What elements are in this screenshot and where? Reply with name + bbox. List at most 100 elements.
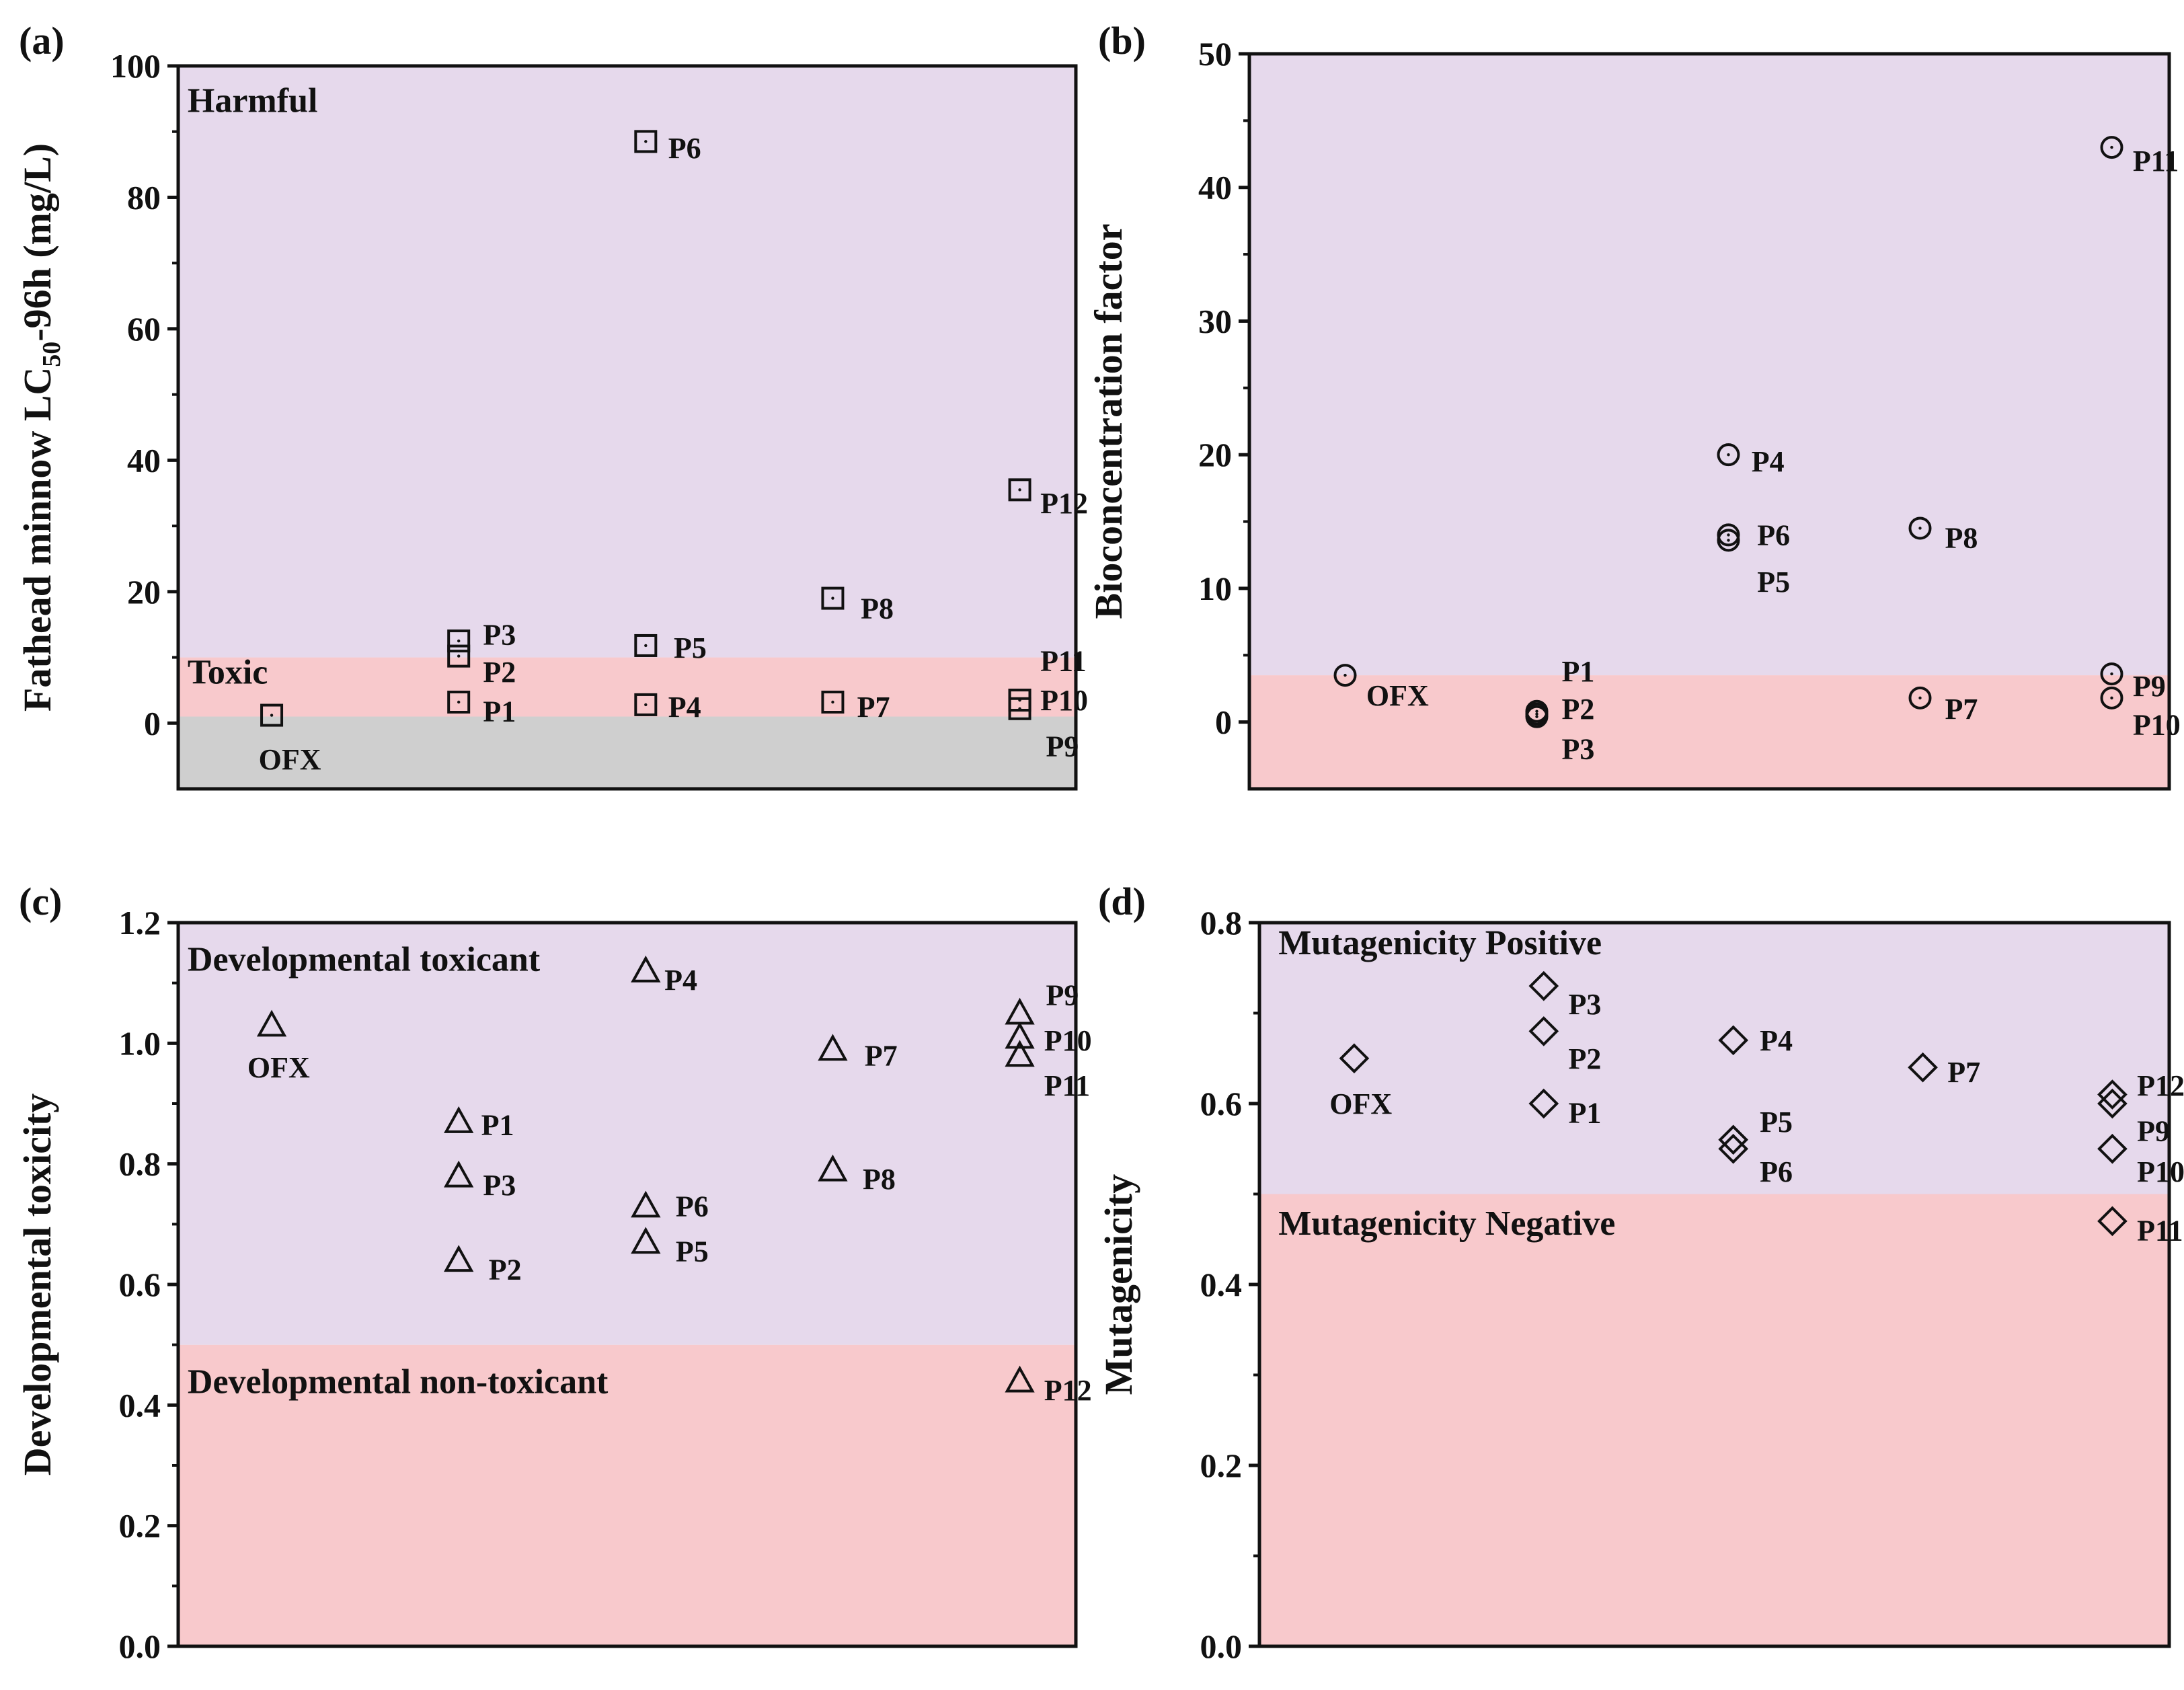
marker-center-p5	[644, 644, 648, 648]
y-axis-title: Bioconcentration factor	[1087, 224, 1130, 619]
marker-center-ofx	[270, 714, 274, 717]
point-label-p1: P1	[483, 695, 516, 728]
marker-center-p3	[1535, 715, 1538, 718]
point-label-p3: P3	[1562, 732, 1595, 765]
y-tick-label: 1.2	[119, 904, 161, 942]
region-label: Mutagenicity Positive	[1278, 924, 1602, 962]
point-label-p2: P2	[483, 656, 516, 689]
point-label-p12: P12	[2137, 1069, 2184, 1102]
marker-p1	[444, 1106, 474, 1133]
point-label-p5: P5	[1760, 1106, 1793, 1139]
point-label-p12: P12	[1040, 487, 1088, 520]
marker-p6	[631, 1190, 661, 1218]
point-label-p9: P9	[1046, 979, 1079, 1012]
marker-center-p6	[1727, 533, 1730, 537]
point-label-p1: P1	[481, 1108, 514, 1141]
y-tick-label: 40	[1198, 169, 1232, 206]
marker-p4	[634, 693, 658, 716]
point-label-p3: P3	[483, 1169, 516, 1202]
point-label-p4: P4	[1760, 1024, 1793, 1057]
point-label-p5: P5	[676, 1235, 709, 1268]
marker-p5	[1718, 1124, 1749, 1155]
marker-p4	[631, 955, 661, 983]
marker-center-p9	[2110, 672, 2113, 676]
point-label-p2: P2	[489, 1254, 522, 1286]
marker-center-p12	[1018, 488, 1021, 492]
point-label-p4: P4	[664, 964, 697, 997]
marker-ofx	[1339, 1043, 1370, 1074]
panel-b: 0 10 20 30 40 50 Bioconcentration factor (b) OFX…	[1087, 19, 2181, 791]
point-label-p5: P5	[674, 631, 707, 664]
marker-p7	[1908, 1052, 1938, 1083]
marker-p2	[444, 1245, 474, 1272]
y-tick-label: 0.2	[119, 1507, 161, 1545]
marker-p12	[1005, 1365, 1035, 1393]
point-label-p1: P1	[1568, 1096, 1601, 1129]
marker-p3	[1525, 705, 1549, 728]
marker-ofx	[1333, 664, 1357, 687]
y-tick-label: 0.6	[1200, 1085, 1243, 1122]
point-label-p12: P12	[1044, 1374, 1092, 1407]
marker-p11	[1005, 1040, 1035, 1067]
point-label-p7: P7	[857, 691, 890, 724]
y-tick-label: 20	[127, 573, 161, 611]
marker-center-p8	[831, 597, 834, 600]
point-label-ofx: OFX	[259, 743, 321, 776]
point-label-p6: P6	[1757, 518, 1790, 551]
marker-center-p7	[831, 700, 834, 704]
marker-p7	[821, 691, 845, 714]
point-label-p11: P11	[1044, 1069, 1090, 1102]
point-label-p6: P6	[668, 132, 701, 165]
point-label-ofx: OFX	[1329, 1087, 1392, 1120]
marker-center-p1	[457, 700, 461, 704]
marker-p11	[2097, 1206, 2128, 1237]
panel-label-b: (b)	[1098, 19, 1146, 63]
y-tick-label: 0.6	[119, 1266, 161, 1303]
point-label-p6: P6	[676, 1190, 709, 1223]
marker-center-p2	[457, 654, 461, 658]
marker-p1	[447, 691, 471, 714]
panel-label-c: (c)	[19, 880, 62, 923]
marker-p6	[634, 130, 658, 153]
y-tick-label: 0.0	[119, 1627, 161, 1665]
point-label-p10: P10	[2137, 1155, 2184, 1188]
y-tick-label: 0.0	[1200, 1627, 1243, 1665]
point-label-p10: P10	[1044, 1024, 1092, 1057]
plot-frame	[1247, 52, 2171, 791]
marker-ofx	[260, 703, 284, 727]
marker-center-p4	[1727, 453, 1730, 457]
region-label: Mutagenicity Negative	[1278, 1204, 1615, 1243]
y-axis-title: Fathead minnow LC50-96h (mg/L)	[15, 143, 66, 712]
y-tick-label: 100	[110, 47, 161, 85]
point-label-p4: P4	[1752, 445, 1785, 478]
point-label-p10: P10	[2133, 709, 2181, 742]
marker-p6	[1718, 1133, 1749, 1164]
marker-center-p8	[1918, 527, 1922, 530]
y-tick-label: 20	[1198, 436, 1232, 473]
marker-p2	[1528, 1016, 1559, 1046]
marker-p6	[1717, 523, 1740, 547]
region-toxic	[178, 657, 1076, 717]
marker-p5	[631, 1227, 661, 1254]
y-tick-label: 60	[127, 310, 161, 348]
marker-p7	[1908, 686, 1932, 709]
region-mutagenicity-positive	[1259, 923, 2169, 1194]
y-tick-label: 0.8	[1200, 904, 1243, 942]
y-tick-label: 1.0	[119, 1024, 161, 1062]
marker-p10	[2100, 686, 2123, 709]
point-label-ofx: OFX	[247, 1051, 310, 1084]
region-label: Harmful	[188, 81, 318, 120]
marker-p7	[818, 1034, 848, 1061]
region-band-1	[1249, 54, 2169, 676]
marker-center-p7	[1918, 696, 1922, 700]
marker-p8	[821, 586, 845, 610]
point-label-p4: P4	[668, 691, 701, 724]
y-tick-label: 0.2	[1200, 1447, 1243, 1484]
y-tick-label: 40	[127, 441, 161, 479]
point-label-p6: P6	[1760, 1155, 1793, 1188]
region-label: Toxic	[188, 654, 268, 692]
point-label-p8: P8	[1945, 521, 1978, 554]
point-label-p10: P10	[1040, 684, 1088, 717]
marker-p2	[447, 644, 471, 668]
panel-d: Mutagenicity Negative Mutagenicity Positi…	[1097, 880, 2184, 1665]
